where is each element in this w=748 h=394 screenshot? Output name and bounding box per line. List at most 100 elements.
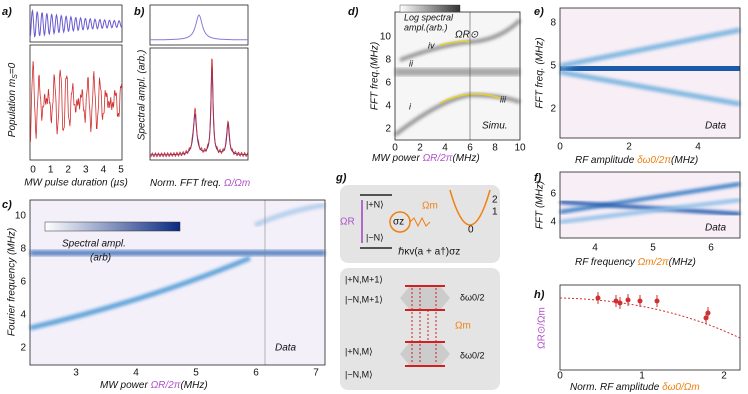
- y-tick-label: 4: [550, 217, 556, 228]
- x-label-end: (MHz): [180, 380, 207, 391]
- panel-b: b) Spectral ampl. (arb.) Norm. FFT freq.…: [134, 4, 250, 189]
- y-tick-label: 6: [550, 189, 556, 200]
- y-tick-label: 4: [20, 310, 26, 321]
- x-tick-label: 2: [721, 371, 727, 382]
- level-num: 1: [492, 207, 498, 218]
- y-label: FFT freq. (MHz): [535, 37, 546, 108]
- x-tick-label: 4: [133, 368, 139, 379]
- axes: [29, 44, 123, 161]
- hex: [400, 286, 450, 310]
- branch: [254, 202, 326, 228]
- axes: [29, 199, 326, 366]
- panel-d: d) Log spectral ampl.(arb.) ΩR⊙ i ii iii…: [348, 4, 526, 164]
- axes: [559, 171, 741, 239]
- marker-label: ΩR⊙: [455, 30, 479, 41]
- tag: Data: [705, 223, 727, 234]
- x-tick-label: 4: [592, 243, 598, 254]
- x-tick-label: 5: [650, 243, 656, 254]
- tag: Simu.: [482, 121, 508, 132]
- x-label-sym: δω0/Ωm: [662, 382, 700, 393]
- y-tick-label: 10: [380, 32, 392, 43]
- tag: i: [409, 101, 412, 111]
- trace: [150, 14, 248, 41]
- state: |+N⟩: [366, 199, 384, 209]
- panel-label: d): [348, 6, 359, 18]
- branch: [559, 69, 741, 107]
- branch: [29, 255, 251, 331]
- x-tick-label: 0: [557, 142, 563, 153]
- trace: [149, 58, 248, 158]
- y-tick-label: 8: [385, 55, 391, 66]
- x-label: MW pulse duration (µs): [24, 178, 128, 189]
- x-label-end: (MHz): [669, 257, 696, 268]
- points: [595, 292, 711, 324]
- axes: [149, 4, 249, 46]
- fit: [559, 297, 741, 339]
- x-label: Norm. FFT freq. Ω/Ωm: [150, 178, 250, 189]
- x-tick-label: 1: [48, 165, 54, 176]
- colorbar: [399, 4, 461, 13]
- x-tick-label: 6: [253, 368, 259, 379]
- axes: [559, 7, 741, 139]
- y-tick-label: 8: [20, 244, 26, 255]
- x-tick-label: 2: [626, 142, 632, 153]
- x-tick-label: 4: [101, 165, 107, 176]
- x-tick-label: 10: [514, 143, 526, 154]
- x-label: MW power ΩR/2π(MHz): [100, 380, 208, 391]
- trace: [29, 61, 123, 143]
- x-tick-label: 0: [30, 165, 36, 176]
- x-label: MW power ΩR/2π(MHz): [372, 153, 480, 164]
- y-tick-label: 2: [385, 124, 391, 135]
- coupling: ℏκv(a + a†)σz: [398, 247, 460, 258]
- mech: Ωm: [422, 201, 438, 212]
- panel-f: f) Data FFT (MHz) 4 6 4 5 6 RF frequency Ωm/…: [534, 171, 741, 268]
- state: |−N,M+1⟩: [345, 294, 383, 304]
- split: δω0/2: [460, 292, 485, 302]
- x-tick-label: 6: [708, 243, 714, 254]
- spring: [409, 216, 431, 228]
- colorbar: [44, 221, 181, 232]
- axes: [29, 4, 123, 43]
- tag: iv: [428, 40, 435, 50]
- tag: iii: [500, 94, 507, 104]
- x-tick-label: 6: [467, 143, 473, 154]
- tag: ii: [409, 58, 414, 68]
- panel-label: a): [2, 6, 12, 18]
- y-tick-label: 6: [20, 277, 26, 288]
- y-tick-label: 4: [385, 101, 391, 112]
- x-label-sym: Ωm/2π: [638, 257, 669, 268]
- y-tick-label: 2: [20, 343, 26, 354]
- split: δω0/2: [460, 350, 485, 360]
- colorbar-label: Spectral ampl.: [62, 239, 126, 250]
- panel-label: e): [534, 6, 544, 18]
- y-tick-label: 2: [550, 104, 556, 115]
- x-tick-label: 0: [392, 143, 398, 154]
- box: [340, 185, 500, 263]
- panel-c: c) Spectral ampl. (arb) Data Fourier fre…: [2, 199, 326, 391]
- panel-g: g) |+N⟩ |−N⟩ ΩR σz Ωm 2 1 0 ℏκv(a + a†)σ…: [335, 172, 500, 390]
- x-label: RF amplitude δω0/2π(MHz): [575, 155, 698, 166]
- axes: [149, 47, 249, 161]
- branch: [559, 198, 741, 224]
- y-tick-label: 8: [550, 18, 556, 29]
- tag: Data: [275, 343, 297, 354]
- y-label: Spectral ampl. (arb.): [137, 50, 148, 141]
- x-tick-label: 2: [65, 165, 71, 176]
- panel-e: e) Data FFT freq. (MHz) 2 5 8 0 2 4 RF amplit…: [534, 6, 741, 166]
- branch: [559, 200, 741, 216]
- panel-h: h) ΩR⊙/Ωm 0 1 2 Norm. RF amplitude δω0/Ωm: [534, 284, 741, 393]
- panel-label: c): [2, 199, 12, 211]
- y-tick-label: 6: [385, 78, 391, 89]
- x-label: Norm. RF amplitude δω0/Ωm: [570, 382, 700, 393]
- x-label-end: (MHz): [671, 155, 698, 166]
- rabi: ΩR: [340, 217, 355, 228]
- x-label-sym: δω0/2π: [637, 155, 671, 166]
- colorbar-label: (arb): [90, 253, 111, 264]
- sigma: σz: [393, 217, 404, 228]
- heatmap-bg: [560, 8, 740, 138]
- x-label-sym: ΩR/2π: [151, 380, 181, 391]
- state: |+N,M+1⟩: [345, 274, 383, 284]
- x-tick-label: 5: [193, 368, 199, 379]
- x-tick-label: 1: [639, 371, 645, 382]
- y-tick-label: 5: [550, 61, 556, 72]
